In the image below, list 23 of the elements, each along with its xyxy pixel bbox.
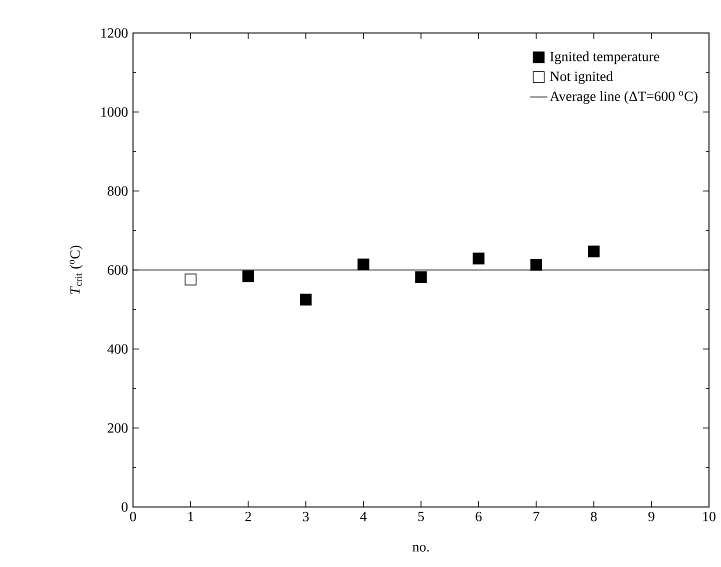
x-tick-label: 8 bbox=[590, 512, 597, 522]
x-tick-label: 6 bbox=[476, 512, 482, 522]
x-tick-label: 10 bbox=[703, 512, 716, 522]
x-axis-title: no. bbox=[412, 544, 429, 552]
y-tick-label: 1200 bbox=[101, 28, 128, 38]
x-tick-label: 1 bbox=[188, 512, 194, 522]
x-tick-label: 0 bbox=[130, 512, 136, 522]
y-tick-label: 800 bbox=[108, 186, 128, 196]
x-tick-label: 5 bbox=[418, 512, 424, 522]
y-axis-title: T$_{crit}$ ($^{o}$C) bbox=[70, 246, 83, 294]
y-tick-label: 1000 bbox=[101, 107, 128, 117]
x-tick-label: 7 bbox=[534, 512, 540, 522]
x-tick-label: 2 bbox=[245, 512, 251, 522]
y-tick-label: 200 bbox=[108, 423, 128, 433]
legend-label: Average line (ΔT=600 $^{o}$C) bbox=[550, 91, 698, 104]
legend-label: Ignited temperature bbox=[550, 51, 660, 64]
y-tick-label: 0 bbox=[122, 502, 128, 512]
y-tick-label: 400 bbox=[107, 344, 128, 354]
x-tick-label: 9 bbox=[648, 512, 654, 522]
x-tick-label: 3 bbox=[302, 512, 309, 522]
x-tick-label: 4 bbox=[360, 512, 367, 522]
legend-label: Not ignited bbox=[550, 71, 613, 84]
y-tick-label: 600 bbox=[108, 265, 128, 275]
